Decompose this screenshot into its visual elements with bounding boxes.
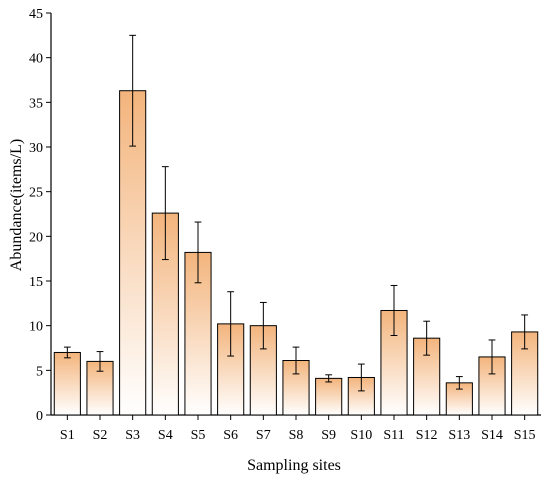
y-tick-label: 10 — [29, 320, 43, 335]
x-tick-label-S5: S5 — [191, 428, 206, 443]
x-tick-label-S15: S15 — [514, 428, 536, 443]
x-tick-label-S10: S10 — [350, 428, 372, 443]
y-tick-label: 5 — [36, 364, 43, 379]
x-tick-label-S6: S6 — [223, 428, 238, 443]
y-tick-label: 30 — [29, 141, 43, 156]
y-tick-label: 0 — [36, 409, 43, 424]
x-axis-title: Sampling sites — [247, 457, 341, 474]
x-tick-label-S1: S1 — [60, 428, 75, 443]
y-tick-label: 15 — [29, 275, 43, 290]
y-axis-title: Abundance(items/L) — [8, 139, 25, 271]
y-tick-label: 25 — [29, 186, 43, 201]
bar-S9 — [315, 377, 343, 416]
x-tick-label-S11: S11 — [383, 428, 404, 443]
x-tick-label-S7: S7 — [256, 428, 271, 443]
x-tick-label-S2: S2 — [93, 428, 108, 443]
x-tick-label-S8: S8 — [289, 428, 304, 443]
plot-area: 0 5 10 15 20 25 30 35 40 45 S1 S2 S3 S4 S5 S6 S7 S8 S9 S10 S… — [29, 7, 541, 443]
y-tick-label: 40 — [29, 52, 43, 67]
x-tick-label-S4: S4 — [158, 428, 173, 443]
x-tick-label-S9: S9 — [321, 428, 336, 443]
bar-S1 — [53, 351, 81, 416]
x-tick-label-S14: S14 — [481, 428, 503, 443]
x-tick-label-S13: S13 — [448, 428, 470, 443]
y-tick-label: 35 — [29, 96, 43, 111]
y-tick-label: 20 — [29, 230, 43, 245]
x-tick-label-S3: S3 — [125, 428, 140, 443]
x-tick-label-S12: S12 — [416, 428, 438, 443]
y-tick-label: 45 — [29, 7, 43, 22]
